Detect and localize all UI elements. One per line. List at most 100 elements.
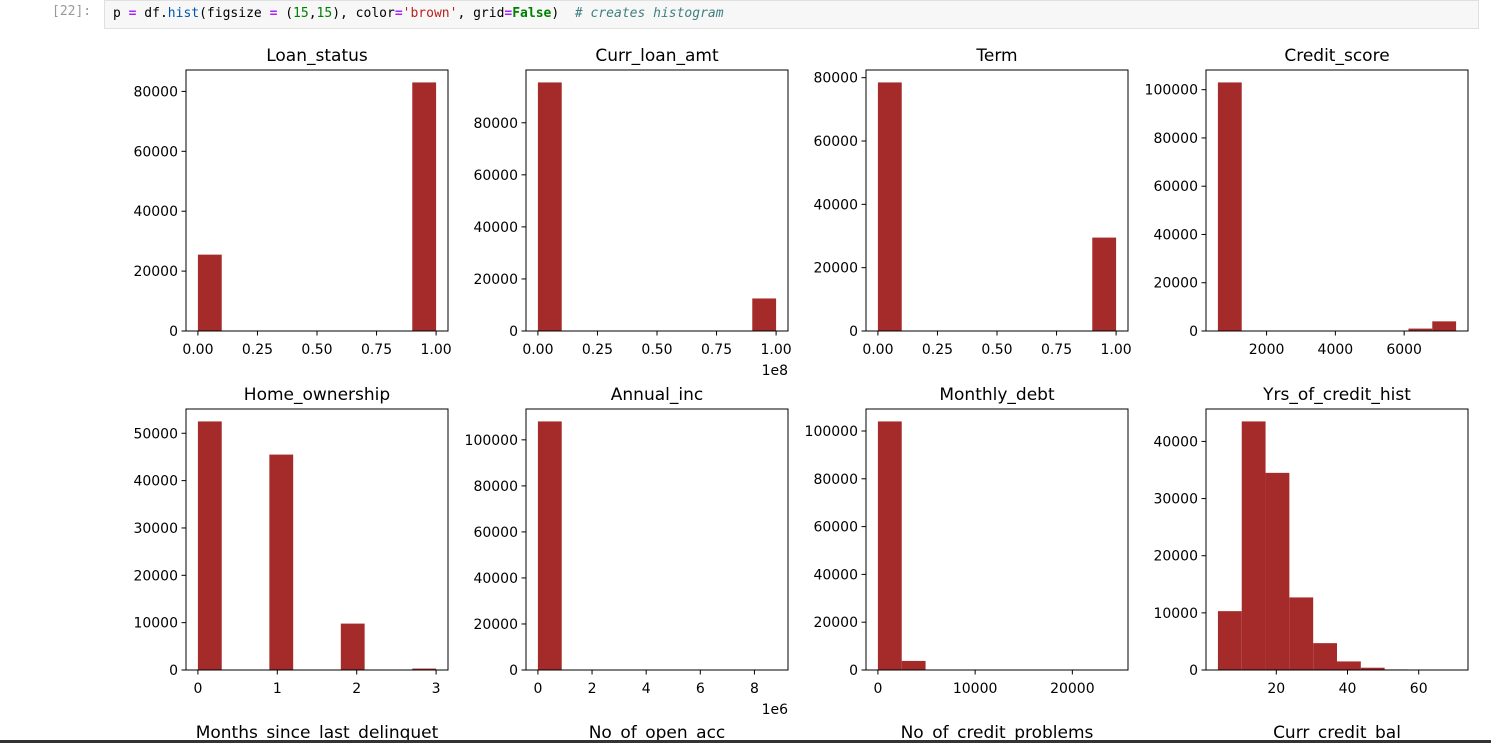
y-tick-label: 20000 — [133, 264, 178, 280]
x-tick-label: 0.75 — [701, 342, 732, 358]
code: ( — [277, 6, 294, 21]
y-tick-label: 10000 — [133, 616, 178, 632]
x-tick-label: 2000 — [1249, 342, 1285, 358]
code: # creates histogram — [574, 6, 724, 21]
y-tick-label: 100000 — [1145, 83, 1198, 99]
cell-prompt: [22]: — [52, 4, 92, 19]
chart-title: Curr_loan_amt — [595, 46, 719, 66]
code: = — [269, 6, 278, 21]
chart-title: Home_ownership — [244, 385, 390, 405]
chart-title: Credit_score — [1284, 46, 1389, 66]
bar — [340, 623, 365, 670]
code: = — [504, 6, 513, 21]
y-tick-label: 20000 — [813, 261, 858, 277]
code: 15 — [316, 6, 333, 21]
bar — [1432, 321, 1457, 331]
y-tick-label: 60000 — [813, 520, 858, 536]
y-tick-label: 30000 — [1153, 492, 1198, 508]
y-tick-label: 30000 — [133, 521, 178, 537]
chart-title: Curr_credit_bal — [1273, 723, 1401, 743]
y-tick-label: 0 — [849, 663, 858, 679]
y-tick-label: 80000 — [813, 472, 858, 488]
chart-title: Months_since_last_delinquet — [196, 723, 439, 743]
y-tick-label: 100000 — [805, 424, 858, 440]
axes-frame — [185, 408, 449, 671]
x-offset-label: 1e8 — [762, 363, 788, 379]
y-tick-label: 40000 — [473, 220, 518, 236]
x-tick-label: 10000 — [953, 681, 998, 697]
bar — [197, 421, 222, 670]
y-tick-label: 0 — [509, 663, 518, 679]
code: , — [308, 6, 317, 21]
y-tick-label: 100000 — [465, 433, 518, 449]
bar — [1289, 597, 1314, 670]
x-tick-label: 0 — [193, 681, 202, 697]
y-tick-label: 0 — [1189, 324, 1198, 340]
bar — [1408, 328, 1433, 331]
axes-frame — [1205, 69, 1469, 332]
bar — [1092, 237, 1117, 331]
x-tick-label: 1.00 — [1101, 342, 1132, 358]
y-tick-label: 40000 — [473, 571, 518, 587]
axes-frame — [865, 408, 1129, 671]
x-tick-label: 0.50 — [301, 342, 332, 358]
x-tick-label: 6 — [696, 681, 705, 697]
x-tick-label: 4000 — [1318, 342, 1354, 358]
x-tick-label: 1 — [273, 681, 282, 697]
y-tick-label: 40000 — [133, 474, 178, 490]
chart-title: Yrs_of_credit_hist — [1262, 385, 1411, 405]
y-tick-label: 80000 — [473, 479, 518, 495]
y-tick-label: 0 — [509, 324, 518, 340]
x-tick-label: 4 — [642, 681, 651, 697]
y-tick-label: 40000 — [1153, 434, 1198, 450]
bar — [752, 298, 777, 331]
code: 15 — [293, 6, 309, 21]
x-tick-label: 0.50 — [981, 342, 1012, 358]
x-tick-label: 2 — [588, 681, 597, 697]
y-tick-label: 80000 — [133, 84, 178, 100]
chart-title: Loan_status — [266, 46, 368, 66]
code: p — [113, 6, 129, 21]
bar — [537, 421, 562, 670]
chart-title: Monthly_debt — [939, 385, 1055, 405]
x-tick-label: 0.25 — [582, 342, 613, 358]
y-tick-label: 40000 — [133, 204, 178, 220]
axes-frame — [185, 69, 449, 332]
y-tick-label: 50000 — [133, 426, 178, 442]
x-tick-label: 1.00 — [761, 342, 792, 358]
y-tick-label: 20000 — [133, 568, 178, 584]
x-tick-label: 20 — [1267, 681, 1285, 697]
axes-frame — [1205, 408, 1469, 671]
code: = — [394, 6, 403, 21]
code-cell[interactable]: p = df.hist(figsize = (15,15), color='br… — [104, 0, 1479, 29]
chart-title: No_of_open_acc — [589, 723, 726, 743]
x-tick-label: 3 — [432, 681, 441, 697]
bar — [1265, 472, 1290, 670]
bar — [412, 82, 437, 331]
scroll-edge — [0, 740, 1491, 743]
chart-title: No_of_credit_problems — [901, 723, 1094, 743]
bar — [1360, 667, 1385, 670]
code: ) — [551, 6, 575, 21]
x-tick-label: 0.50 — [641, 342, 672, 358]
y-tick-label: 80000 — [473, 116, 518, 132]
code: (figsize — [199, 6, 270, 21]
x-tick-label: 0.75 — [361, 342, 392, 358]
y-tick-label: 80000 — [1153, 131, 1198, 147]
axes-frame — [865, 69, 1129, 332]
x-tick-label: 0.00 — [182, 342, 213, 358]
y-tick-label: 10000 — [1153, 606, 1198, 622]
y-tick-label: 20000 — [1153, 549, 1198, 565]
x-tick-label: 6000 — [1386, 342, 1422, 358]
x-tick-label: 0.00 — [522, 342, 553, 358]
y-tick-label: 20000 — [473, 272, 518, 288]
x-tick-label: 0 — [533, 681, 542, 697]
code: False — [512, 6, 552, 21]
x-tick-label: 40 — [1339, 681, 1357, 697]
bar — [1337, 661, 1361, 670]
axes-frame — [525, 408, 789, 671]
chart-title: Term — [975, 46, 1017, 66]
y-tick-label: 40000 — [813, 567, 858, 583]
